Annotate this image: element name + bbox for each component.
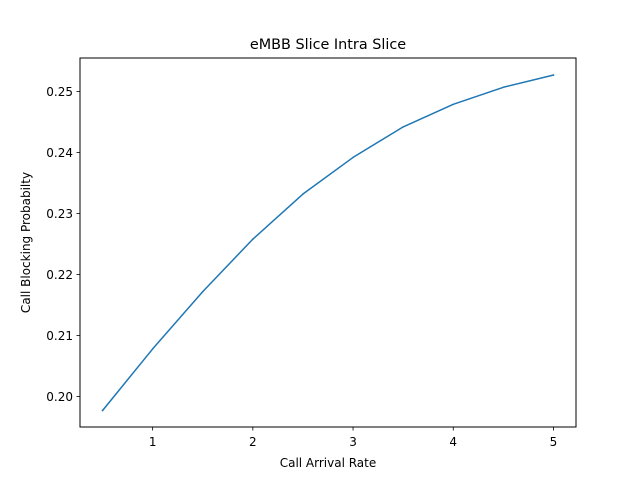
y-tick-label: 0.24 xyxy=(46,146,73,160)
x-tick-label: 4 xyxy=(449,435,457,449)
data-point xyxy=(252,238,254,240)
y-tick-label: 0.21 xyxy=(46,329,73,343)
x-tick-label: 5 xyxy=(550,435,558,449)
data-point xyxy=(302,193,304,195)
y-tick-label: 0.20 xyxy=(46,390,73,404)
y-tick-label: 0.23 xyxy=(46,207,73,221)
x-tick-label: 1 xyxy=(149,435,157,449)
y-axis-label: Call Blocking Probabilty xyxy=(19,172,33,313)
x-tick-label: 2 xyxy=(249,435,257,449)
data-point xyxy=(201,290,204,293)
data-point xyxy=(552,74,555,76)
plot-area: 1 2 3 4 5 0.20 0.21 0.22 0.23 0.24 0.25 xyxy=(46,74,557,449)
x-axis-label: Call Arrival Rate xyxy=(280,456,377,470)
data-point xyxy=(402,126,404,128)
data-point xyxy=(352,156,354,159)
chart-title: eMBB Slice Intra Slice xyxy=(250,37,406,53)
series-line xyxy=(101,74,555,412)
x-tick-label: 3 xyxy=(349,435,357,449)
data-point xyxy=(151,348,154,350)
plot-frame xyxy=(79,57,577,428)
data-point xyxy=(502,86,505,89)
y-tick-label: 0.25 xyxy=(46,85,73,99)
y-tick-label: 0.22 xyxy=(46,268,73,282)
data-point xyxy=(452,103,455,106)
data-point xyxy=(101,409,104,412)
